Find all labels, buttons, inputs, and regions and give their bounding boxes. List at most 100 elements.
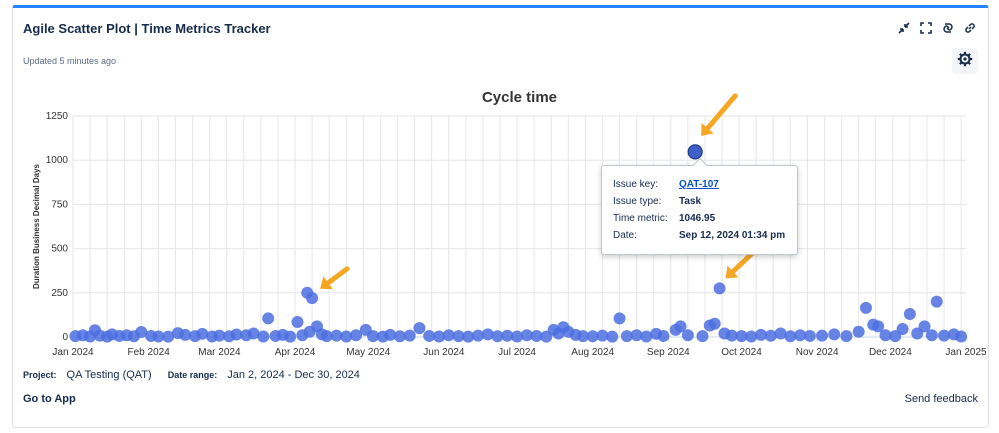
data-point	[491, 330, 504, 343]
data-point	[472, 329, 485, 342]
x-tick-label: Nov 2024	[796, 347, 839, 358]
report-meta: Project: QA Testing (QAT) Date range: Ja…	[23, 369, 360, 381]
link-icon[interactable]	[962, 20, 978, 36]
data-point	[764, 329, 777, 342]
data-point	[696, 330, 709, 343]
data-point	[872, 320, 885, 333]
data-point	[452, 330, 465, 343]
tooltip-row: Time metric: 1046.95	[613, 210, 787, 227]
widget-title: Agile Scatter Plot | Time Metrics Tracke…	[23, 21, 271, 36]
data-point	[520, 329, 533, 342]
x-tick-label: May 2024	[346, 347, 390, 358]
tooltip-row: Issue type: Task	[613, 193, 787, 210]
widget-toolbar	[896, 20, 978, 36]
data-point	[774, 327, 787, 340]
x-tick-label: Jan 2025	[945, 347, 987, 358]
data-point	[384, 328, 397, 341]
data-point	[713, 282, 726, 295]
data-point	[784, 330, 797, 343]
data-point	[725, 329, 738, 342]
data-point	[152, 330, 165, 343]
data-point	[262, 312, 275, 325]
data-point	[859, 301, 872, 314]
data-point	[247, 327, 260, 340]
tooltip-value: 1046.95	[679, 213, 716, 224]
data-point	[320, 330, 333, 343]
x-tick-label: Jun 2024	[423, 347, 465, 358]
data-point	[162, 330, 175, 343]
data-point	[576, 330, 589, 343]
data-point	[511, 330, 524, 343]
widget-card: Agile Scatter Plot | Time Metrics Tracke…	[12, 5, 989, 428]
data-point	[681, 329, 694, 342]
data-point	[596, 329, 609, 342]
annotation-arrow	[701, 93, 738, 136]
data-point	[879, 329, 892, 342]
x-tick-label: Jan 2024	[52, 347, 94, 358]
tooltip-value: Task	[679, 196, 702, 207]
data-point	[674, 320, 687, 333]
data-point	[755, 328, 768, 341]
data-point	[432, 330, 445, 343]
x-tick-label: Apr 2024	[275, 347, 316, 358]
data-point	[442, 329, 455, 342]
data-point	[501, 329, 514, 342]
data-point	[586, 330, 599, 343]
chart-title: Cycle time	[482, 89, 557, 106]
tooltip-label: Issue key:	[613, 179, 659, 190]
date-range-label: Date range:	[167, 370, 218, 380]
data-point	[135, 326, 148, 339]
data-point	[630, 329, 643, 342]
minimize-icon[interactable]	[896, 20, 912, 36]
x-tick-label: Feb 2024	[128, 347, 171, 358]
go-to-app-link[interactable]: Go to App	[23, 393, 76, 405]
data-point	[413, 322, 426, 335]
settings-button[interactable]	[952, 48, 978, 74]
gear-icon	[957, 51, 973, 72]
project-value: QA Testing (QAT)	[66, 369, 152, 381]
data-point	[896, 323, 909, 336]
refresh-icon[interactable]	[940, 20, 956, 36]
data-point	[840, 330, 853, 343]
project-label: Project:	[23, 370, 57, 380]
data-point	[179, 328, 192, 341]
x-tick-label: Sep 2024	[647, 347, 690, 358]
tooltip-label: Time metric:	[613, 213, 668, 224]
data-point	[938, 329, 951, 342]
data-point	[367, 330, 380, 343]
highlighted-point	[687, 144, 703, 160]
data-point	[745, 330, 758, 343]
data-point	[794, 329, 807, 342]
tooltip-label: Issue type:	[613, 196, 662, 207]
updated-timestamp: Updated 5 minutes ago	[23, 56, 117, 66]
x-tick-label: Aug 2024	[571, 347, 614, 358]
data-point	[403, 329, 416, 342]
data-point	[657, 329, 670, 342]
y-tick-label: 0	[62, 332, 68, 343]
data-point	[284, 330, 297, 343]
send-feedback-link[interactable]: Send feedback	[904, 393, 978, 405]
data-point	[803, 329, 816, 342]
data-point	[955, 330, 968, 343]
y-tick-label: 250	[51, 288, 68, 299]
data-point	[640, 330, 653, 343]
data-point	[291, 315, 304, 328]
data-point	[816, 329, 829, 342]
x-tick-label: Jul 2024	[498, 347, 536, 358]
data-point	[925, 329, 938, 342]
y-tick-label: 1250	[46, 111, 69, 122]
data-point	[530, 329, 543, 342]
issue-key-link[interactable]: QAT-107	[679, 179, 719, 190]
data-point	[620, 330, 633, 343]
tooltip-row: Issue key: QAT-107	[613, 176, 787, 193]
data-point	[918, 320, 931, 333]
x-tick-label: Dec 2024	[869, 347, 912, 358]
data-point	[852, 325, 865, 338]
tooltip-row: Date: Sep 12, 2024 01:34 pm	[613, 227, 787, 244]
fullscreen-icon[interactable]	[918, 20, 934, 36]
date-range-value: Jan 2, 2024 - Dec 30, 2024	[227, 369, 360, 381]
y-tick-label: 500	[51, 244, 68, 255]
x-tick-label: Oct 2024	[721, 347, 762, 358]
data-point	[735, 330, 748, 343]
data-point	[330, 329, 343, 342]
